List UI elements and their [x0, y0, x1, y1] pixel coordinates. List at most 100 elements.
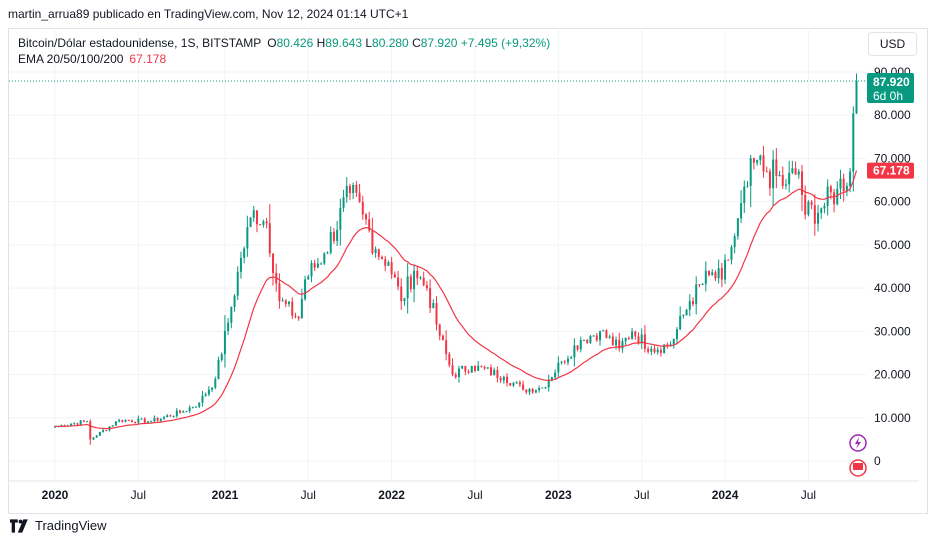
- candle: [566, 355, 569, 366]
- candle-body: [611, 336, 614, 346]
- price-tick-label: 30.000: [874, 324, 911, 338]
- candle-body: [634, 331, 637, 337]
- candle: [441, 334, 444, 341]
- candle-body: [582, 339, 585, 341]
- candle-body: [839, 178, 842, 189]
- candle: [114, 421, 117, 426]
- candle-body: [217, 359, 220, 379]
- candle-body: [169, 415, 172, 417]
- candle-body: [262, 221, 265, 225]
- candle-body: [650, 348, 653, 352]
- candle: [361, 195, 364, 220]
- candle-body: [175, 410, 178, 417]
- candle: [102, 428, 105, 433]
- candle-body: [297, 316, 300, 319]
- candle-body: [368, 219, 371, 231]
- candle-body: [605, 330, 608, 338]
- candle-body: [163, 416, 166, 419]
- candle-body: [182, 411, 185, 413]
- candle: [845, 182, 848, 197]
- candle-body: [127, 419, 130, 421]
- candle-body: [727, 259, 730, 261]
- candle: [525, 389, 528, 395]
- candle: [409, 273, 412, 293]
- candle-body: [457, 368, 460, 378]
- candle-body: [576, 345, 579, 350]
- candle-body: [134, 422, 137, 424]
- candle: [791, 160, 794, 175]
- candle: [150, 420, 153, 423]
- candle: [406, 263, 409, 314]
- candle-body: [499, 377, 502, 381]
- candle-body: [647, 348, 650, 352]
- candle: [820, 207, 823, 219]
- candle-body: [833, 192, 836, 205]
- candle: [499, 375, 502, 384]
- candle: [467, 369, 470, 375]
- candle: [355, 180, 358, 198]
- candle-body: [236, 271, 239, 296]
- candle-body: [329, 231, 332, 253]
- candle-body: [445, 340, 448, 354]
- candle: [800, 165, 803, 212]
- publish-caption: martin_arrua89 publicado en TradingView.…: [8, 7, 409, 21]
- candle: [496, 366, 499, 383]
- candle-body: [201, 395, 204, 403]
- candle-body: [358, 192, 361, 202]
- candle: [582, 339, 585, 341]
- last-price-badge-bg: [867, 72, 914, 103]
- flag-icon-shape: [853, 463, 863, 470]
- footer-brand: TradingView: [10, 518, 107, 533]
- candle-body: [794, 168, 797, 175]
- candle: [339, 198, 342, 246]
- candle-body: [502, 376, 505, 381]
- candle: [252, 205, 255, 222]
- candle: [156, 417, 159, 422]
- candle: [291, 297, 294, 320]
- candle-body: [541, 387, 544, 389]
- flag-icon: [849, 459, 867, 477]
- candle: [413, 265, 416, 303]
- candle: [756, 159, 759, 166]
- candle: [541, 387, 544, 389]
- candle-body: [666, 344, 669, 346]
- candle: [647, 346, 650, 354]
- candle-body: [470, 365, 473, 373]
- candle-body: [79, 420, 82, 425]
- candle-body: [563, 361, 566, 363]
- candle-body: [166, 415, 169, 417]
- candle: [316, 257, 319, 269]
- candle-body: [191, 407, 194, 409]
- ema-label[interactable]: EMA 20/50/100/200: [18, 52, 124, 66]
- candle-body: [842, 178, 845, 192]
- candle: [615, 336, 618, 350]
- candle-body: [339, 207, 342, 230]
- candle-body: [326, 252, 329, 254]
- symbol-title[interactable]: Bitcoin/Dólar estadounidense, 1S, BITSTA…: [18, 36, 262, 50]
- candle: [675, 326, 678, 345]
- candle-body: [364, 214, 367, 220]
- candle-body: [435, 303, 438, 325]
- candle: [432, 299, 435, 309]
- candle-body: [294, 315, 297, 317]
- candle-body: [675, 329, 678, 339]
- candle: [842, 173, 845, 202]
- candle-body: [855, 80, 858, 114]
- candle-body: [230, 307, 233, 323]
- candle-body: [480, 365, 483, 367]
- candle: [810, 199, 813, 210]
- candle-body: [140, 418, 143, 420]
- candle: [746, 181, 749, 188]
- time-tick-label: 2020: [42, 488, 69, 502]
- candle: [294, 312, 297, 319]
- candle-body: [663, 344, 666, 353]
- candle-body: [720, 268, 723, 280]
- candle: [836, 181, 839, 206]
- candle-body: [204, 394, 207, 396]
- candle-body: [179, 410, 182, 413]
- candle-body: [836, 188, 839, 205]
- tradingview-logo-icon: [10, 518, 28, 533]
- candle: [650, 345, 653, 356]
- currency-button[interactable]: USD: [868, 32, 917, 56]
